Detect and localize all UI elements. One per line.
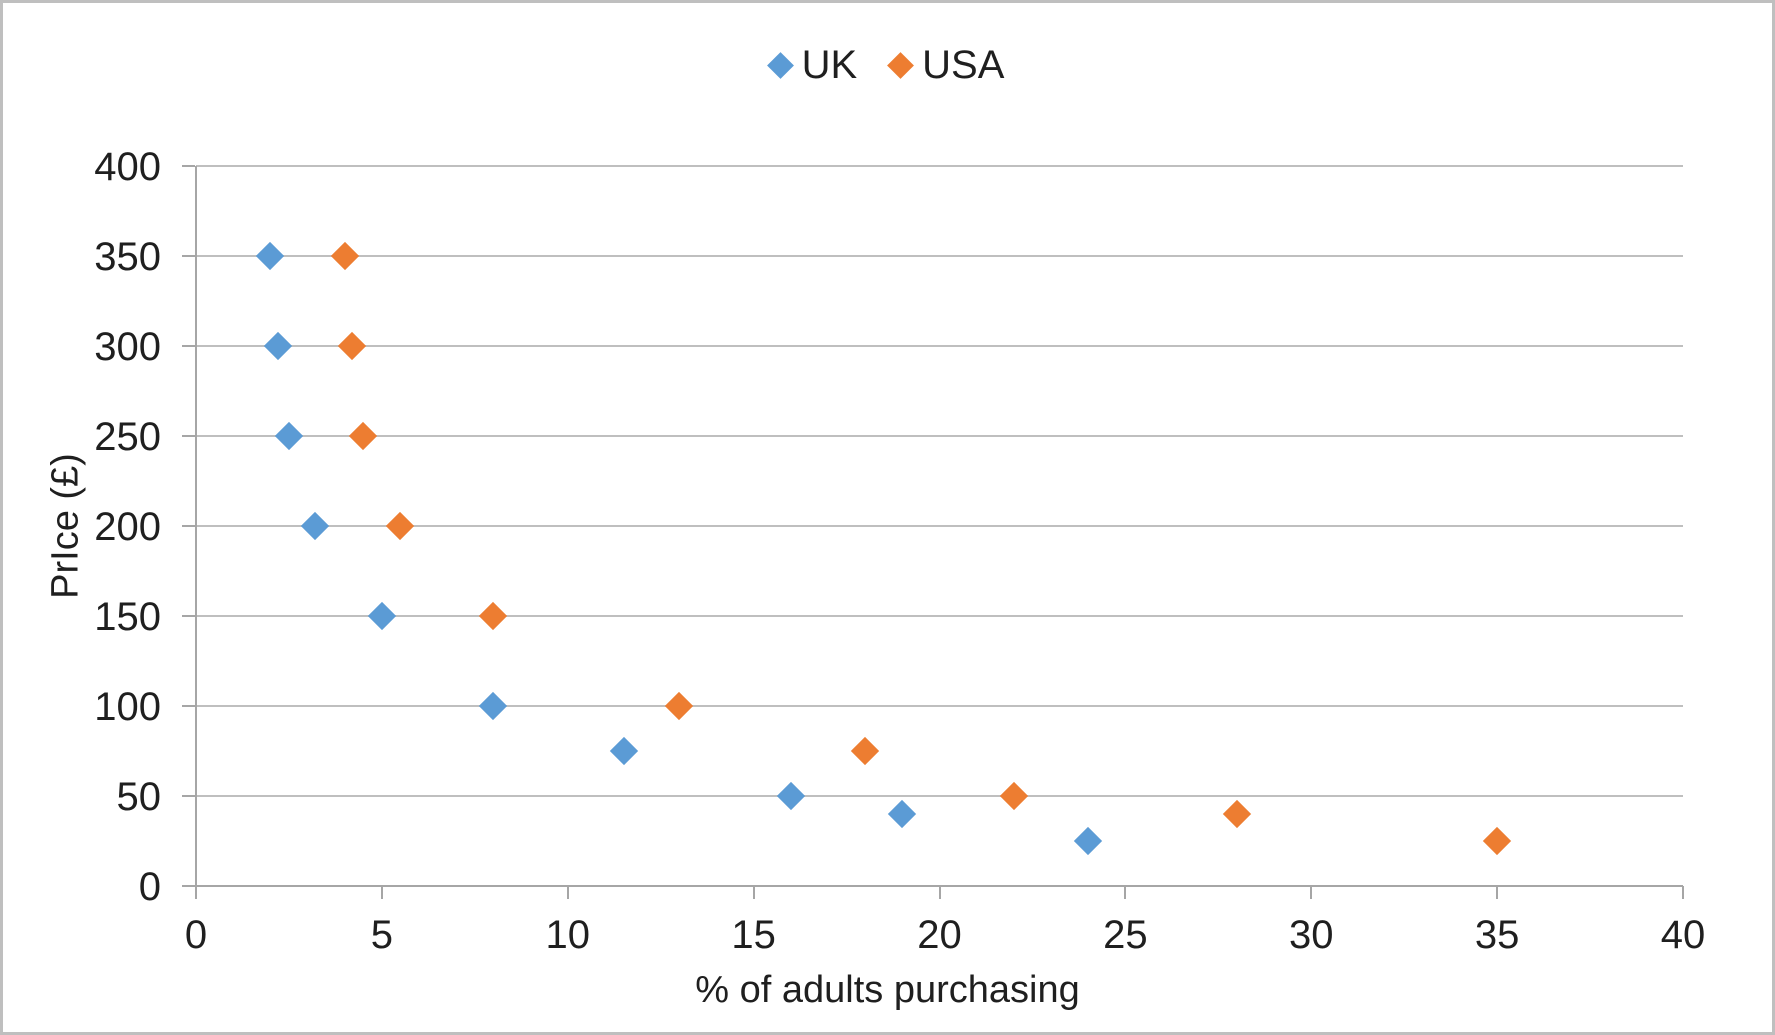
horizontal-gridline xyxy=(196,435,1683,437)
x-tick xyxy=(380,886,383,899)
legend-label: USA xyxy=(922,43,1005,87)
horizontal-gridline xyxy=(196,525,1683,527)
data-point-uk xyxy=(479,691,508,721)
x-tick xyxy=(1682,886,1684,899)
y-tick xyxy=(182,345,195,347)
data-point-uk xyxy=(367,601,397,631)
data-point-usa xyxy=(337,331,367,361)
x-tick xyxy=(1496,886,1499,899)
x-tick-label: 35 xyxy=(1474,913,1520,957)
x-tick xyxy=(752,886,755,899)
x-tick xyxy=(938,886,941,899)
data-point-usa xyxy=(999,781,1028,811)
x-tick-label: 20 xyxy=(917,913,962,957)
data-point-usa xyxy=(1222,799,1252,829)
y-tick-label: 100 xyxy=(94,685,161,729)
data-point-uk xyxy=(609,736,638,766)
x-tick-label: 5 xyxy=(370,913,393,957)
data-point-usa xyxy=(479,601,508,631)
data-point-uk xyxy=(888,799,917,829)
y-tick-label: 50 xyxy=(116,775,162,819)
x-tick xyxy=(195,886,197,899)
data-point-uk xyxy=(256,241,285,271)
x-tick xyxy=(1310,886,1313,899)
legend-item-uk: UK xyxy=(766,43,858,87)
legend-label: UK xyxy=(801,43,858,87)
y-tick xyxy=(182,435,195,437)
data-point-uk xyxy=(776,781,805,811)
horizontal-gridline xyxy=(196,165,1683,167)
x-tick-label: 40 xyxy=(1660,913,1706,957)
data-point-usa xyxy=(386,511,415,541)
y-tick-label: 400 xyxy=(94,145,161,189)
y-tick xyxy=(182,255,195,257)
x-tick xyxy=(566,886,569,899)
horizontal-gridline xyxy=(196,255,1683,257)
data-point-uk xyxy=(1074,826,1103,856)
x-tick-label: 30 xyxy=(1289,913,1334,957)
x-tick xyxy=(1124,886,1127,899)
y-tick xyxy=(182,705,195,707)
horizontal-gridline xyxy=(196,795,1683,797)
y-tick xyxy=(182,165,195,167)
y-tick-label: 0 xyxy=(138,865,161,909)
chart-legend: UK USA xyxy=(3,33,1772,97)
y-tick-label: 350 xyxy=(94,235,161,279)
y-tick xyxy=(182,615,195,617)
data-point-usa xyxy=(1482,826,1512,856)
y-axis-line xyxy=(195,166,197,886)
x-tick-label: 15 xyxy=(731,913,776,957)
data-point-uk xyxy=(300,511,330,541)
y-tick-label: 300 xyxy=(94,325,161,369)
y-tick xyxy=(182,795,195,797)
data-point-uk xyxy=(274,421,304,451)
usa-diamond-marker-icon xyxy=(887,51,915,79)
horizontal-gridline xyxy=(196,615,1683,617)
data-point-usa xyxy=(850,736,880,766)
y-tick xyxy=(182,525,195,527)
y-tick-label: 200 xyxy=(94,505,161,549)
legend-item-usa: USA xyxy=(887,43,1005,87)
data-point-usa xyxy=(665,691,694,721)
x-tick-label: 10 xyxy=(545,913,591,957)
uk-diamond-marker-icon xyxy=(766,51,794,79)
y-tick xyxy=(182,885,195,887)
data-point-usa xyxy=(349,421,378,451)
y-tick-label: 150 xyxy=(94,595,161,639)
horizontal-gridline xyxy=(196,345,1683,347)
data-point-usa xyxy=(330,241,359,271)
x-tick-label: 25 xyxy=(1103,913,1148,957)
horizontal-gridline xyxy=(196,705,1683,707)
y-tick-label: 250 xyxy=(94,415,161,459)
data-point-uk xyxy=(263,331,292,361)
x-tick-label: 0 xyxy=(184,913,208,957)
x-axis-title: % of adults purchasing xyxy=(695,969,1080,1011)
